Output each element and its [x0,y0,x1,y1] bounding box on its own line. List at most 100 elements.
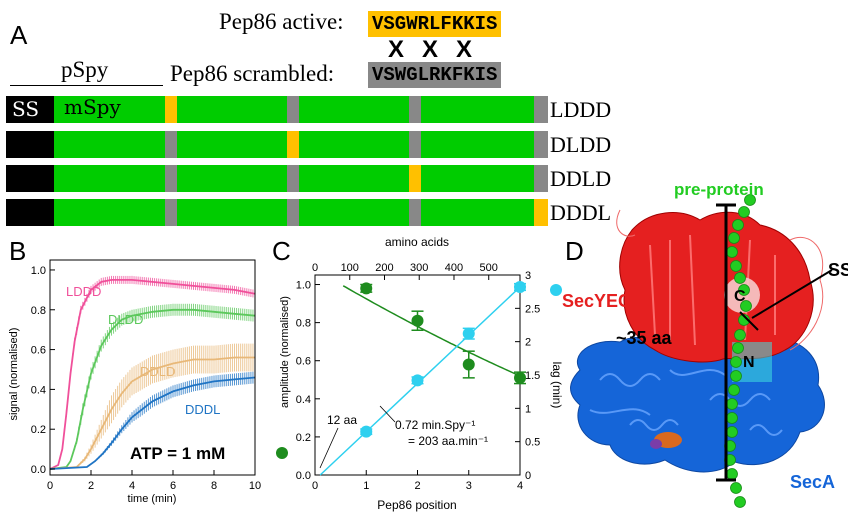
preprotein-bead [730,370,742,382]
b-series-line [49,356,255,470]
c-ytick-left-label: 0.2 [296,432,311,444]
c-ytick-left-label: 0.6 [296,356,311,368]
pep86-scrambled-sequence: VSWGLRKFKIS [368,62,502,88]
c-ytick-right-label: 1.5 [525,370,540,382]
c-ytick-left-label: 1.0 [296,280,311,292]
panel-b-chart: 0 2 4 6 8 10 0.0 0.2 0.4 0.6 0.8 1.0 LDDD DLDD DDLD… [8,259,261,505]
n-terminus-label: N [743,354,755,371]
pep86-segment-3 [409,165,421,192]
c-xtick-label: 3 [466,480,472,492]
preprotein-bead [738,206,750,218]
ss-bracket-line [739,311,759,331]
c-xtick-label: 4 [517,480,523,492]
amplitude-legend-marker [276,447,288,459]
b-xtick-label: 6 [170,480,176,492]
ligand [650,432,682,449]
construct-bar-ddld [6,165,548,192]
c-data-point [514,371,526,384]
c-ytick-left-label: 0.4 [296,394,311,406]
b-series-line [49,308,256,470]
row-label-ddld: DDLD [550,166,612,191]
preprotein-bead [726,412,738,424]
c-data-point [514,281,526,293]
secyeg-label: SecYEG [562,291,632,311]
preprotein-bead [726,468,738,480]
row-label-lddd: LDDD [550,97,612,122]
c-data-point [462,327,475,340]
preprotein-bead [732,342,744,354]
mspy-label: mSpy [64,95,121,119]
b-xtick-label: 0 [47,480,53,492]
c-ytick-right-label: 0 [525,470,531,482]
preprotein-bead [730,260,742,272]
cross-mark: X [388,36,405,63]
pep86-segment-4 [534,131,548,158]
c-ytick-right-label: 1 [525,403,531,415]
preprotein-bead [726,246,738,258]
pep86-active-sequence: VSGWRLFKKIS [368,11,502,37]
b-plot-frame [49,259,256,476]
preprotein-bead [740,300,752,312]
annotation-rate-2: = 203 aa.min⁻¹ [408,434,488,448]
ss-label: SS [12,97,40,121]
panel-a-letter: A [10,20,28,50]
pspy-bracket-line [10,85,163,86]
pep86-segment-1 [165,131,177,158]
panel-c-letter: C [272,236,291,266]
pep86-segment-1 [165,165,177,192]
b-xtick-label: 8 [211,480,217,492]
preprotein-chain [724,194,756,508]
c-ylabel-right: lag (min) [550,362,564,409]
c-top-tick-label: 400 [445,262,463,274]
b-ytick-label: 0.2 [31,424,46,436]
c-data-point [411,314,424,327]
b-ytick-label: 1.0 [31,265,46,277]
row-label-dldd: DLDD [550,132,612,157]
pep86-segment-3 [409,131,421,158]
signal-sequence [6,131,54,158]
preprotein-bead [726,426,738,438]
construct-bar-dddl [6,199,548,226]
annotation-12aa: 12 aa [327,413,357,427]
c-top-tick-label: 100 [341,262,359,274]
preprotein-bead [744,194,756,206]
c-data-point [360,425,373,438]
c-ytick-left-label: 0.0 [296,470,311,482]
preprotein-bead [728,384,740,396]
pep86-segment-4 [534,96,548,123]
pspy-label: pSpy [61,57,109,82]
preprotein-bead [734,272,746,284]
pep86-segment-1 [165,96,177,123]
b-ytick-label: 0.4 [31,384,46,396]
c-xtick-label: 1 [363,480,369,492]
annotation-12aa-leader [319,427,339,469]
preprotein-bead [734,329,746,341]
panel-d-structure: pre-protein SecYEG ~35 aa C N SS SecA [562,180,848,508]
series-label-ddld: DDLD [140,364,175,379]
seca-helix-detail [589,369,783,436]
c-ytick-right-label: 2.5 [525,303,540,315]
c-top-tick-label: 500 [480,262,498,274]
b-xtick-label: 4 [129,480,135,492]
signal-sequence [6,165,54,192]
c-ytick-right-label: 3 [525,270,531,282]
panel-d-letter: D [565,236,584,266]
c-top-tick-label: 0 [312,262,318,274]
pep86-segment-1 [165,199,177,226]
c-xtick-label: 2 [414,480,420,492]
pep86-segment-2 [287,131,299,158]
c-ytick-right-label: 2 [525,337,531,349]
cross-mark: X [456,36,473,63]
b-ytick-label: 0.8 [31,305,46,317]
b-xlabel: time (min) [128,493,177,505]
pep86-segment-2 [287,165,299,192]
b-series-line [49,376,256,470]
c-top-tick-label: 200 [375,262,393,274]
row-label-dddl: DDDL [550,200,612,225]
panel-b-letter: B [9,236,27,266]
series-label-lddd: LDDD [66,284,101,299]
b-ytick-label: 0.6 [31,345,46,357]
secyeg-outline-loops [616,209,824,351]
pep86-segment-2 [287,96,299,123]
series-label-dddl: DDDL [185,402,220,417]
